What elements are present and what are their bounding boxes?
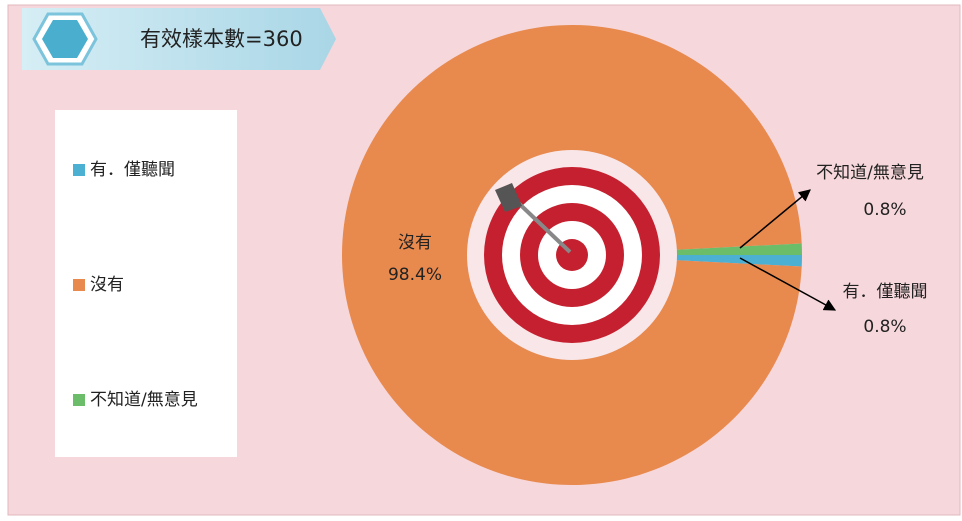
legend-label: 不知道/無意見 [90, 390, 198, 410]
legend-label: 有．僅聽聞 [90, 160, 175, 180]
legend-box [55, 110, 237, 457]
legend-label: 沒有 [90, 275, 124, 295]
slice-label: 不知道/無意見 [816, 163, 924, 183]
donut-slice [666, 255, 802, 267]
value-label: 98.4% [388, 265, 442, 285]
legend-swatch [73, 279, 85, 291]
slice-label: 有．僅聽聞 [843, 282, 928, 302]
leader-arrow [739, 257, 837, 311]
leader-arrow [739, 189, 811, 249]
chart-title: 有效樣本數=360 [140, 27, 303, 51]
donut-slice [666, 243, 802, 255]
value-label: 0.8% [863, 200, 906, 220]
donut-slice [341, 24, 802, 485]
slice-label: 沒有 [398, 233, 432, 253]
title-banner [22, 8, 336, 70]
dart-flight [495, 183, 522, 212]
value-label: 0.8% [863, 317, 906, 337]
legend-swatch [73, 164, 85, 176]
title-hexagon-inner [42, 20, 88, 58]
legend-swatch [73, 394, 85, 406]
